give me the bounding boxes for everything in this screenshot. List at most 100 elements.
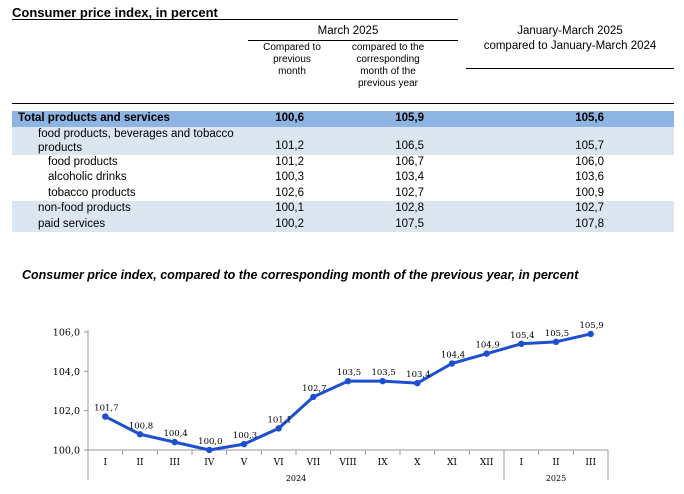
data-point bbox=[448, 360, 456, 367]
header-jan-mar-rule bbox=[466, 68, 674, 69]
data-label: 102,7 bbox=[302, 384, 326, 394]
table-row: paid services 100,2 107,5 107,8 bbox=[12, 216, 674, 232]
data-label: 100,3 bbox=[233, 431, 257, 441]
data-point bbox=[344, 377, 352, 385]
data-points bbox=[102, 330, 594, 454]
data-label: 100,8 bbox=[129, 421, 153, 431]
data-label: 101,7 bbox=[94, 404, 118, 414]
table-row: Total products and services 100,6 105,9 … bbox=[12, 111, 674, 127]
table-row: non-food products 100,1 102,8 102,7 bbox=[12, 201, 674, 217]
table-row: alcoholic drinks 100,3 103,4 103,6 bbox=[12, 170, 674, 186]
x-tick-label: VI bbox=[273, 458, 284, 468]
row-label: non-food products bbox=[12, 201, 252, 217]
y-tick-label: 102,0 bbox=[53, 406, 80, 417]
x-tick-label: III bbox=[585, 458, 596, 468]
year-label: 2025 bbox=[546, 474, 566, 483]
cell-previous-year: 106,7 bbox=[395, 155, 424, 168]
cell-previous-month: 100,1 bbox=[252, 201, 304, 217]
data-label: 105,5 bbox=[545, 329, 569, 339]
row-label: Total products and services bbox=[12, 111, 252, 127]
cell-jan-mar: 103,6 bbox=[575, 171, 604, 183]
cell-previous-month: 102,6 bbox=[275, 186, 304, 199]
data-point bbox=[310, 393, 317, 401]
x-tick-label: II bbox=[552, 458, 560, 468]
x-tick-label: IX bbox=[378, 458, 389, 468]
data-label: 105,4 bbox=[510, 331, 534, 341]
table-row: tobacco products 102,6 102,7 100,9 bbox=[12, 186, 674, 202]
data-label: 103,4 bbox=[406, 370, 430, 380]
header-col-previous-year: compared to the corresponding month of t… bbox=[351, 42, 425, 89]
y-axis: 100,0 102,0 104,0 106,0 bbox=[53, 328, 89, 457]
header-group-jan-mar-line2: compared to January-March 2024 bbox=[483, 40, 657, 52]
x-tick-label: I bbox=[104, 458, 108, 468]
row-label: alcoholic drinks bbox=[48, 171, 127, 183]
data-label: 105,9 bbox=[579, 321, 603, 331]
row-label: paid services bbox=[12, 216, 252, 232]
cell-jan-mar: 102,7 bbox=[424, 201, 674, 217]
cell-previous-month: 101,2 bbox=[275, 155, 304, 168]
y-tick-label: 106,0 bbox=[53, 328, 80, 339]
data-label: 100,0 bbox=[198, 437, 222, 447]
row-label: food products, beverages and tobacco pro… bbox=[12, 126, 252, 155]
x-tick-label: V bbox=[240, 458, 248, 468]
cell-previous-year: 107,5 bbox=[304, 216, 424, 232]
cell-previous-month: 100,3 bbox=[275, 171, 304, 183]
data-label: 104,4 bbox=[441, 350, 465, 360]
x-tick-label: II bbox=[136, 458, 144, 468]
year-label: 2024 bbox=[286, 474, 306, 483]
x-tick-label: IV bbox=[204, 458, 215, 468]
data-point bbox=[587, 330, 594, 338]
data-point bbox=[483, 350, 490, 357]
cell-previous-year: 103,4 bbox=[395, 171, 424, 183]
data-label: 100,4 bbox=[163, 429, 187, 439]
cell-jan-mar: 105,6 bbox=[424, 111, 674, 127]
x-tick-label: III bbox=[169, 458, 180, 468]
row-label-line2: products bbox=[38, 141, 83, 154]
data-point bbox=[275, 425, 282, 432]
cell-previous-year: 102,8 bbox=[304, 201, 424, 217]
data-point bbox=[240, 440, 248, 448]
header-group-march: March 2025 bbox=[317, 25, 379, 37]
data-label: 103,5 bbox=[371, 368, 395, 378]
data-label: 104,9 bbox=[475, 341, 499, 351]
header-col-previous-month: Compared to previous month bbox=[263, 42, 321, 77]
row-label: tobacco products bbox=[48, 186, 136, 199]
cell-previous-year: 106,5 bbox=[304, 126, 424, 155]
data-labels: 101,7 100,8 100,4 100,0 100,3 101,1 102,7 103,5… bbox=[94, 321, 604, 447]
cell-jan-mar: 100,9 bbox=[575, 186, 604, 199]
x-tick-label: X bbox=[414, 458, 421, 468]
x-tick-label: XII bbox=[480, 458, 494, 468]
table-row: food products 101,2 106,7 106,0 bbox=[12, 155, 674, 171]
data-label: 103,5 bbox=[337, 368, 361, 378]
data-point bbox=[136, 431, 144, 438]
title-underline bbox=[12, 19, 458, 20]
y-tick-label: 100,0 bbox=[53, 446, 80, 457]
data-point bbox=[171, 438, 178, 446]
data-point bbox=[552, 338, 560, 346]
y-tick-label: 104,0 bbox=[53, 367, 80, 378]
cell-previous-year: 102,7 bbox=[395, 186, 424, 199]
row-label-line1: food products, beverages and tobacco bbox=[38, 127, 234, 140]
data-point bbox=[379, 377, 386, 385]
cell-previous-year: 105,9 bbox=[304, 111, 424, 127]
cell-jan-mar: 105,7 bbox=[424, 126, 674, 155]
table-title: Consumer price index, in percent bbox=[12, 5, 218, 20]
data-point bbox=[414, 379, 421, 387]
header-group-rule bbox=[248, 40, 458, 41]
table-row: food products, beverages and tobacco pro… bbox=[12, 126, 674, 155]
row-label: food products bbox=[48, 155, 118, 168]
x-tick-label: I bbox=[520, 458, 524, 468]
x-tick-label: XI bbox=[447, 458, 457, 468]
cell-jan-mar: 107,8 bbox=[424, 216, 674, 232]
cell-previous-month: 100,6 bbox=[252, 111, 304, 127]
header-group-jan-mar-line1: January-March 2025 bbox=[517, 25, 623, 37]
header-bottom-rule bbox=[12, 103, 674, 104]
data-point bbox=[518, 340, 525, 347]
cell-previous-month: 100,2 bbox=[252, 216, 304, 232]
x-tick-label: VII bbox=[306, 458, 321, 468]
data-point bbox=[206, 446, 213, 454]
chart-title: Consumer price index, compared to the co… bbox=[22, 268, 579, 282]
cpi-table: Total products and services 100,6 105,9 … bbox=[12, 111, 674, 232]
